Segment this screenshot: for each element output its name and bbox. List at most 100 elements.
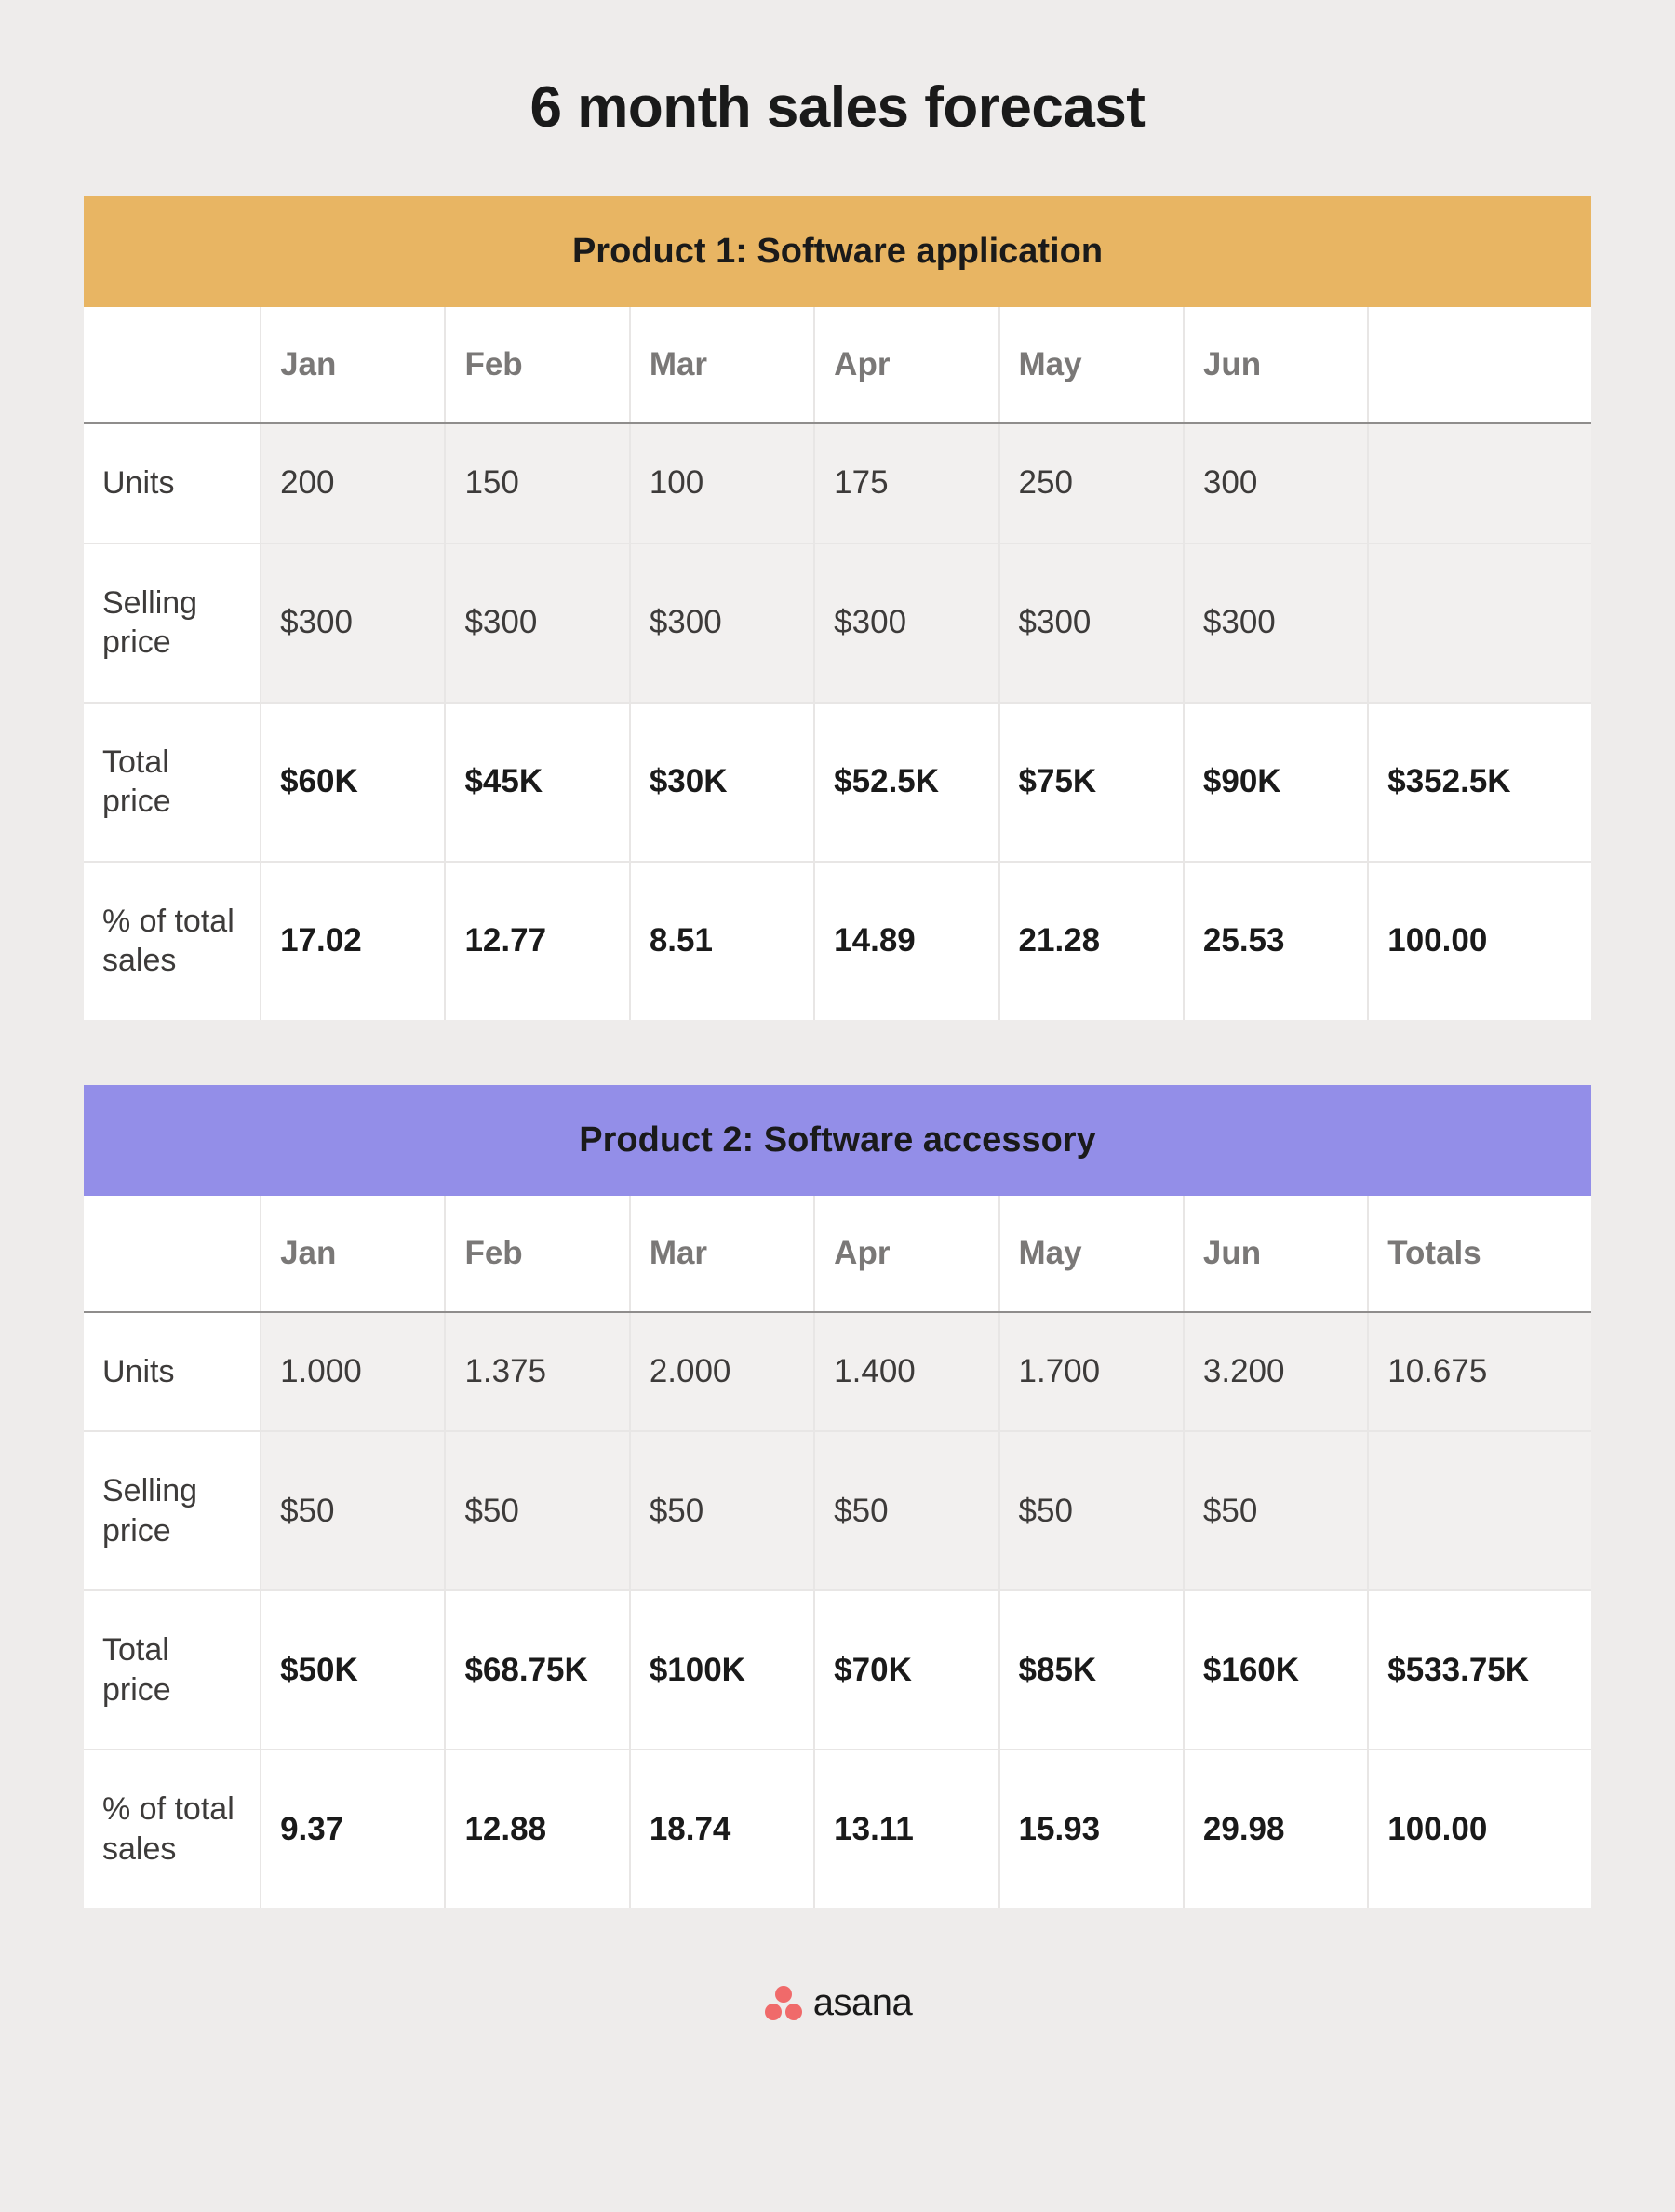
table-cell: 150 bbox=[445, 423, 629, 543]
col-header: May bbox=[999, 307, 1184, 423]
table-cell: $533.75K bbox=[1368, 1590, 1591, 1749]
table-cell: 17.02 bbox=[261, 862, 445, 1020]
table-row: Selling price$300$300$300$300$300$300 bbox=[84, 543, 1591, 703]
product-2-data-table: Jan Feb Mar Apr May Jun Totals Units1.00… bbox=[84, 1196, 1591, 1909]
col-header: Jun bbox=[1184, 1196, 1368, 1312]
table-cell: 100 bbox=[630, 423, 814, 543]
table-row: Units1.0001.3752.0001.4001.7003.20010.67… bbox=[84, 1312, 1591, 1432]
col-header: Mar bbox=[630, 307, 814, 423]
col-header: May bbox=[999, 1196, 1184, 1312]
col-header: Jan bbox=[261, 307, 445, 423]
col-header: Feb bbox=[445, 1196, 629, 1312]
product-2-header: Product 2: Software accessory bbox=[84, 1085, 1591, 1196]
product-1-data-table: Jan Feb Mar Apr May Jun Units20015010017… bbox=[84, 307, 1591, 1020]
row-label: % of total sales bbox=[84, 862, 261, 1020]
table-cell: 10.675 bbox=[1368, 1312, 1591, 1432]
row-label: Selling price bbox=[84, 543, 261, 703]
table-cell: $60K bbox=[261, 703, 445, 862]
table-row: Selling price$50$50$50$50$50$50 bbox=[84, 1431, 1591, 1590]
table-cell: $45K bbox=[445, 703, 629, 862]
col-header bbox=[84, 307, 261, 423]
table-cell: 1.000 bbox=[261, 1312, 445, 1432]
table-cell: $300 bbox=[999, 543, 1184, 703]
table-header-row: Jan Feb Mar Apr May Jun Totals bbox=[84, 1196, 1591, 1312]
table-cell: 9.37 bbox=[261, 1749, 445, 1908]
col-header: Mar bbox=[630, 1196, 814, 1312]
logo-wrap: asana bbox=[84, 1982, 1591, 2027]
row-label: Units bbox=[84, 1312, 261, 1432]
table-cell: 100.00 bbox=[1368, 862, 1591, 1020]
col-header bbox=[1368, 307, 1591, 423]
table-cell: 14.89 bbox=[814, 862, 998, 1020]
table-row: Total price$50K$68.75K$100K$70K$85K$160K… bbox=[84, 1590, 1591, 1749]
row-label: % of total sales bbox=[84, 1749, 261, 1908]
col-header: Apr bbox=[814, 307, 998, 423]
asana-logo: asana bbox=[763, 1982, 912, 2024]
table-cell: 1.400 bbox=[814, 1312, 998, 1432]
table-cell: $50K bbox=[261, 1590, 445, 1749]
table-cell: 12.88 bbox=[445, 1749, 629, 1908]
table-cell: $70K bbox=[814, 1590, 998, 1749]
table-cell: 15.93 bbox=[999, 1749, 1184, 1908]
table-row: Total price$60K$45K$30K$52.5K$75K$90K$35… bbox=[84, 703, 1591, 862]
table-cell bbox=[1368, 423, 1591, 543]
table-header-row: Jan Feb Mar Apr May Jun bbox=[84, 307, 1591, 423]
table-cell: 12.77 bbox=[445, 862, 629, 1020]
asana-logo-text: asana bbox=[813, 1982, 912, 2024]
col-header: Jun bbox=[1184, 307, 1368, 423]
table-cell: $85K bbox=[999, 1590, 1184, 1749]
table-cell: $50 bbox=[630, 1431, 814, 1590]
asana-logo-icon bbox=[763, 1985, 804, 2022]
row-label: Units bbox=[84, 423, 261, 543]
table-cell: $300 bbox=[445, 543, 629, 703]
table-row: Units200150100175250300 bbox=[84, 423, 1591, 543]
page-title: 6 month sales forecast bbox=[84, 74, 1591, 141]
table-cell: $30K bbox=[630, 703, 814, 862]
table-cell: $68.75K bbox=[445, 1590, 629, 1749]
table-cell: $300 bbox=[1184, 543, 1368, 703]
col-header: Apr bbox=[814, 1196, 998, 1312]
table-cell: $300 bbox=[261, 543, 445, 703]
table-cell: 29.98 bbox=[1184, 1749, 1368, 1908]
table-cell: $352.5K bbox=[1368, 703, 1591, 862]
product-2-tbody: Units1.0001.3752.0001.4001.7003.20010.67… bbox=[84, 1312, 1591, 1909]
table-cell: 100.00 bbox=[1368, 1749, 1591, 1908]
table-cell: $100K bbox=[630, 1590, 814, 1749]
table-cell: 200 bbox=[261, 423, 445, 543]
table-cell: $160K bbox=[1184, 1590, 1368, 1749]
row-label: Total price bbox=[84, 1590, 261, 1749]
row-label: Total price bbox=[84, 703, 261, 862]
table-cell: 1.375 bbox=[445, 1312, 629, 1432]
col-header: Jan bbox=[261, 1196, 445, 1312]
col-header: Feb bbox=[445, 307, 629, 423]
table-cell: $52.5K bbox=[814, 703, 998, 862]
product-1-header: Product 1: Software application bbox=[84, 196, 1591, 307]
table-cell: 250 bbox=[999, 423, 1184, 543]
table-cell: 175 bbox=[814, 423, 998, 543]
row-label: Selling price bbox=[84, 1431, 261, 1590]
table-cell: 300 bbox=[1184, 423, 1368, 543]
table-cell: $50 bbox=[814, 1431, 998, 1590]
table-row: % of total sales9.3712.8818.7413.1115.93… bbox=[84, 1749, 1591, 1908]
table-cell: 18.74 bbox=[630, 1749, 814, 1908]
table-cell: 8.51 bbox=[630, 862, 814, 1020]
table-cell: 2.000 bbox=[630, 1312, 814, 1432]
table-cell: 13.11 bbox=[814, 1749, 998, 1908]
table-cell: $75K bbox=[999, 703, 1184, 862]
product-1-table: Product 1: Software application Jan Feb … bbox=[84, 196, 1591, 1020]
table-cell: $50 bbox=[445, 1431, 629, 1590]
table-cell: $50 bbox=[261, 1431, 445, 1590]
col-header bbox=[84, 1196, 261, 1312]
table-cell bbox=[1368, 1431, 1591, 1590]
table-cell bbox=[1368, 543, 1591, 703]
table-cell: 21.28 bbox=[999, 862, 1184, 1020]
table-cell: $50 bbox=[1184, 1431, 1368, 1590]
table-cell: 25.53 bbox=[1184, 862, 1368, 1020]
table-cell: $300 bbox=[814, 543, 998, 703]
product-2-table: Product 2: Software accessory Jan Feb Ma… bbox=[84, 1085, 1591, 1909]
table-row: % of total sales17.0212.778.5114.8921.28… bbox=[84, 862, 1591, 1020]
col-header: Totals bbox=[1368, 1196, 1591, 1312]
product-1-tbody: Units200150100175250300Selling price$300… bbox=[84, 423, 1591, 1020]
table-cell: $90K bbox=[1184, 703, 1368, 862]
table-cell: 3.200 bbox=[1184, 1312, 1368, 1432]
